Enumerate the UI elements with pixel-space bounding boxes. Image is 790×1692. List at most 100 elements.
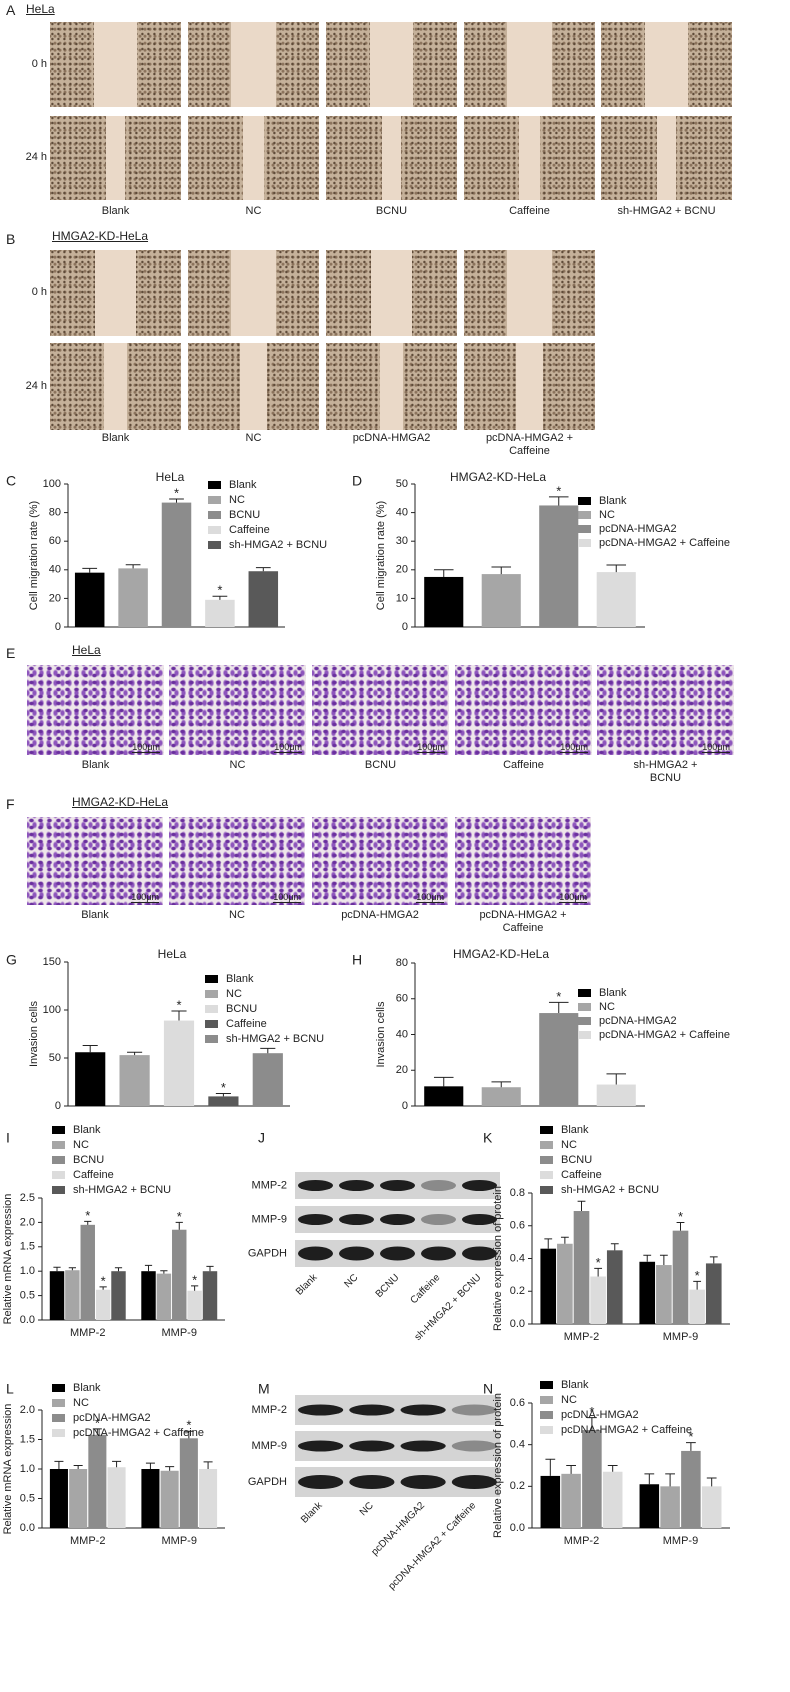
lane-label: Caffeine — [408, 1272, 442, 1306]
y-axis-label: Invasion cells — [375, 1001, 387, 1068]
bar — [163, 1020, 195, 1106]
legend-label: NC — [561, 1394, 577, 1406]
error-bar — [709, 1256, 718, 1264]
bar — [248, 571, 279, 627]
y-tick-label: 50 — [396, 478, 408, 490]
scratch-gap — [516, 343, 543, 430]
wound-image — [50, 116, 181, 200]
group-label: Blank — [81, 909, 109, 921]
bar — [95, 1289, 111, 1320]
legend-label: pcDNA-HMGA2 + Caffeine — [561, 1424, 692, 1436]
y-tick-label: 1.0 — [20, 1265, 35, 1277]
error-bar — [676, 1221, 685, 1231]
scratch-gap — [379, 343, 404, 430]
blot-band — [421, 1246, 456, 1261]
scale-bar: 100μm — [273, 892, 301, 903]
legend-swatch — [52, 1384, 65, 1392]
legend-swatch — [540, 1186, 553, 1194]
bar — [689, 1289, 705, 1324]
wound-image — [326, 22, 457, 107]
error-bar — [53, 1266, 61, 1272]
legend-swatch — [52, 1126, 65, 1134]
error-bar — [175, 1221, 183, 1230]
error-bar — [643, 1254, 652, 1262]
group-label: pcDNA-HMGA2 + Caffeine — [479, 909, 567, 934]
blot-band — [298, 1214, 333, 1225]
panel-label: L — [6, 1381, 14, 1397]
y-tick-label: 0 — [55, 1100, 61, 1112]
legend-label: Blank — [229, 479, 257, 491]
bar — [49, 1271, 65, 1320]
error-bar — [68, 1267, 76, 1271]
bar — [141, 1469, 160, 1528]
group-label: NC — [245, 205, 262, 217]
blot-band — [380, 1214, 415, 1225]
x-tick-label: MMP-9 — [162, 1327, 197, 1339]
transwell-image: 100μm — [312, 817, 448, 905]
bar — [111, 1271, 126, 1320]
legend-label: Blank — [561, 1124, 589, 1136]
blot-band — [400, 1440, 446, 1452]
y-axis-label: Relative expression of protein — [492, 1186, 504, 1331]
blot-band — [451, 1404, 497, 1416]
legend-label: Caffeine — [73, 1169, 114, 1181]
x-tick-label: MMP-2 — [564, 1331, 599, 1343]
scale-bar: 100μm — [132, 742, 160, 753]
transwell-image: 100μm — [169, 665, 306, 755]
y-tick-label: 60 — [49, 535, 61, 547]
group-label: pcDNA-HMGA2 + Caffeine — [485, 432, 574, 457]
bar — [187, 1290, 202, 1320]
lane-label: pcDNA-HMGA2 + Caffeine — [386, 1500, 478, 1592]
panel-title: HeLa — [72, 643, 101, 657]
legend-label: NC — [226, 988, 242, 1000]
legend-swatch — [52, 1171, 65, 1179]
error-bar — [544, 1238, 553, 1249]
blot-band — [380, 1180, 415, 1191]
panel-title: HMGA2-KD-HeLa — [52, 229, 149, 243]
legend-label: NC — [229, 494, 245, 506]
y-tick-label: 30 — [396, 535, 408, 547]
blot-band — [400, 1404, 446, 1416]
y-axis-label: Cell migration rate (%) — [375, 501, 387, 610]
y-tick-label: 60 — [396, 993, 408, 1005]
bar — [539, 505, 579, 627]
error-bar — [92, 1428, 102, 1435]
legend-label: Blank — [561, 1379, 589, 1391]
panel-label: D — [352, 473, 362, 489]
scratch-gap — [519, 116, 540, 200]
legend-label: NC — [73, 1397, 89, 1409]
bar — [557, 1243, 573, 1324]
error-bar — [260, 1047, 276, 1054]
legend-label: Caffeine — [226, 1018, 267, 1030]
y-tick-label: 20 — [49, 592, 61, 604]
chart-title: HeLa — [156, 470, 185, 484]
y-axis-label: Cell migration rate (%) — [28, 501, 40, 610]
scratch-gap — [243, 116, 264, 200]
legend-label: NC — [599, 509, 615, 521]
significance-star: * — [95, 1415, 100, 1430]
y-tick-label: 0.4 — [510, 1439, 525, 1451]
bar — [424, 1086, 464, 1106]
bar — [74, 572, 105, 627]
group-label: Blank — [101, 432, 130, 444]
lane-label: Blank — [299, 1500, 325, 1526]
panel-label: E — [6, 645, 16, 661]
transwell-image: 100μm — [169, 817, 305, 905]
legend-label: NC — [599, 1001, 615, 1013]
panel-label: A — [6, 2, 16, 18]
scratch-gap — [507, 250, 552, 336]
group-label: Caffeine — [503, 759, 544, 771]
error-bar — [659, 1254, 668, 1266]
legend-swatch — [578, 525, 591, 533]
blot-row-label: MMP-9 — [252, 1440, 287, 1452]
legend-label: pcDNA-HMGA2 — [599, 523, 677, 535]
chart-title: HMGA2-KD-HeLa — [450, 470, 546, 484]
legend-swatch — [540, 1171, 553, 1179]
error-bar — [255, 567, 271, 572]
legend-swatch — [52, 1399, 65, 1407]
bar — [118, 568, 148, 627]
legend-swatch — [540, 1411, 553, 1419]
scratch-gap — [369, 22, 414, 107]
legend-swatch — [205, 990, 218, 998]
legend-label: Blank — [599, 987, 627, 999]
